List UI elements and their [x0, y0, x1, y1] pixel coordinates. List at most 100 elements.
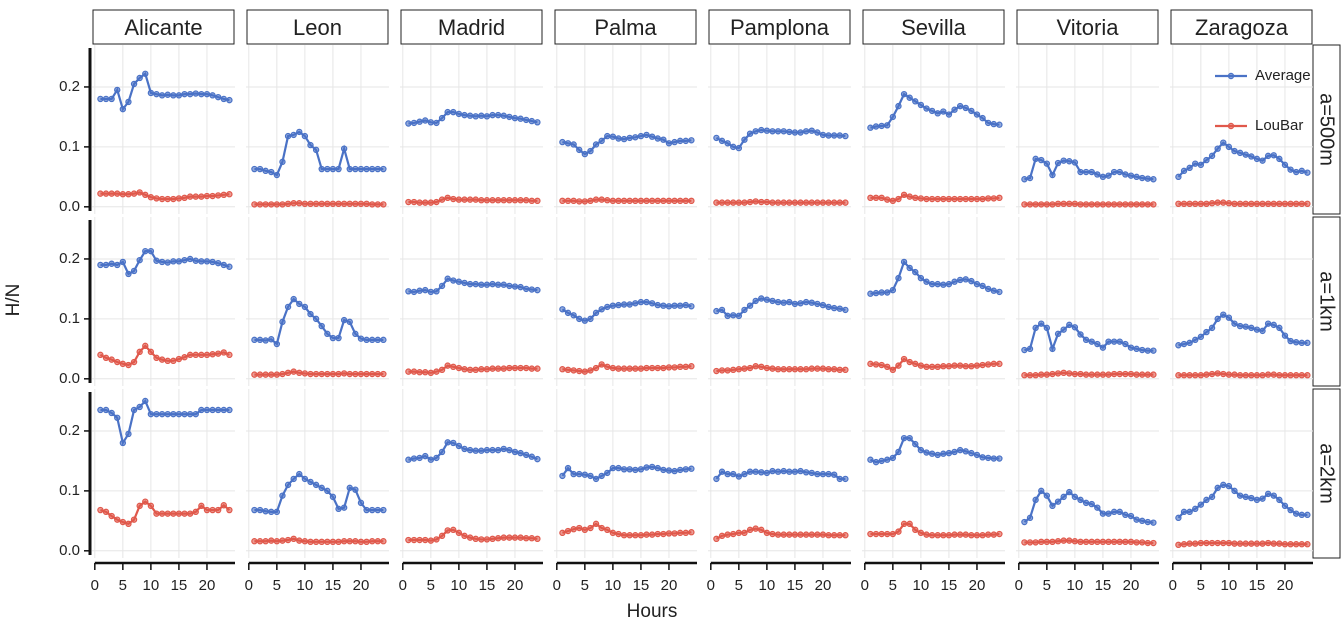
data-point — [1105, 538, 1112, 546]
data-point — [637, 466, 645, 473]
data-point — [906, 520, 913, 528]
data-point — [718, 468, 726, 475]
data-point — [830, 132, 838, 139]
data-point — [979, 195, 986, 203]
data-point — [142, 247, 149, 255]
data-point — [660, 364, 667, 372]
data-point — [774, 298, 782, 306]
data-point — [609, 464, 617, 472]
data-point — [483, 281, 491, 288]
data-point — [108, 512, 115, 520]
data-point — [1099, 201, 1107, 208]
data-point — [718, 137, 726, 145]
data-point — [786, 199, 793, 206]
data-point — [791, 199, 799, 206]
data-point — [774, 199, 782, 206]
data-point — [416, 118, 423, 125]
data-point — [153, 90, 160, 98]
data-point — [945, 280, 953, 288]
data-point — [564, 527, 572, 535]
data-point — [214, 406, 222, 414]
data-point — [147, 348, 155, 356]
data-point — [724, 531, 731, 538]
data-point — [741, 365, 748, 372]
data-point — [615, 301, 622, 309]
data-point — [576, 315, 583, 323]
data-point — [324, 330, 331, 338]
data-point — [1049, 171, 1056, 179]
data-point — [836, 475, 843, 483]
data-point — [220, 349, 227, 356]
data-point — [917, 446, 925, 454]
data-point — [676, 529, 684, 537]
data-point — [1208, 152, 1216, 160]
data-point — [192, 90, 199, 97]
data-point — [564, 309, 572, 317]
data-point — [534, 535, 541, 543]
data-point — [884, 363, 891, 371]
data-point — [433, 119, 440, 127]
data-point — [718, 306, 726, 314]
data-point — [1077, 331, 1084, 338]
data-point — [422, 452, 429, 460]
data-point — [214, 192, 222, 199]
data-point — [718, 532, 726, 540]
data-point — [643, 298, 650, 306]
data-point — [164, 91, 171, 98]
x-tick-label: 20 — [815, 577, 832, 594]
data-point — [1214, 370, 1221, 377]
y-tick-label: 0.1 — [59, 138, 80, 155]
data-point — [374, 165, 381, 173]
data-point — [836, 199, 843, 206]
data-point — [405, 288, 412, 295]
data-point — [990, 287, 997, 294]
data-point — [867, 290, 874, 297]
data-point — [598, 472, 605, 480]
data-point — [1214, 539, 1221, 547]
data-point — [895, 274, 902, 282]
data-point — [968, 277, 975, 285]
data-point — [688, 529, 695, 536]
data-point — [878, 194, 885, 202]
data-point — [718, 367, 726, 374]
data-point — [564, 197, 572, 205]
data-point — [296, 200, 303, 207]
x-tick-label: 0 — [553, 577, 561, 594]
data-point — [214, 259, 222, 267]
data-point — [1099, 173, 1107, 181]
data-point — [884, 289, 891, 296]
data-point — [1122, 538, 1129, 546]
data-point — [923, 105, 930, 112]
data-point — [329, 370, 337, 378]
data-point — [357, 499, 365, 507]
data-point — [1110, 538, 1118, 546]
data-point — [1220, 311, 1227, 318]
data-point — [808, 299, 815, 306]
data-point — [203, 506, 211, 514]
data-point — [256, 538, 264, 545]
data-point — [158, 195, 166, 203]
data-point — [170, 92, 177, 99]
data-point — [422, 199, 429, 206]
data-point — [1186, 164, 1193, 172]
data-point — [1054, 498, 1062, 505]
data-point — [450, 277, 457, 284]
x-tick-label: 0 — [1169, 577, 1177, 594]
data-point — [1276, 372, 1283, 379]
data-point — [301, 200, 309, 208]
data-point — [410, 536, 418, 544]
data-point — [791, 468, 799, 475]
data-point — [654, 530, 661, 538]
data-point — [405, 198, 412, 206]
data-point — [357, 165, 365, 173]
data-point — [626, 466, 633, 473]
data-point — [984, 531, 992, 538]
data-point — [410, 119, 418, 127]
data-point — [494, 197, 502, 204]
data-point — [170, 357, 177, 365]
data-point — [422, 536, 429, 544]
row-strip — [1312, 388, 1341, 559]
data-point — [251, 371, 258, 378]
data-point — [1094, 504, 1101, 511]
data-point — [836, 366, 843, 374]
